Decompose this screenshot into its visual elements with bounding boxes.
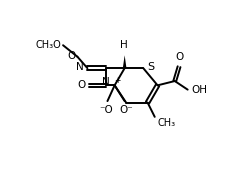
Text: CH₃: CH₃: [158, 118, 176, 128]
Text: O⁻: O⁻: [119, 105, 133, 115]
Text: ⁻O: ⁻O: [99, 105, 113, 115]
Text: O: O: [175, 52, 183, 62]
Text: S: S: [147, 62, 154, 72]
Text: N: N: [102, 77, 110, 87]
Text: +: +: [114, 76, 120, 85]
Text: H: H: [120, 40, 128, 50]
Text: CH₃O: CH₃O: [36, 39, 62, 49]
Text: N: N: [76, 62, 84, 72]
Polygon shape: [123, 55, 126, 68]
Text: O: O: [68, 51, 76, 61]
Text: O: O: [77, 80, 85, 90]
Text: OH: OH: [191, 85, 207, 95]
